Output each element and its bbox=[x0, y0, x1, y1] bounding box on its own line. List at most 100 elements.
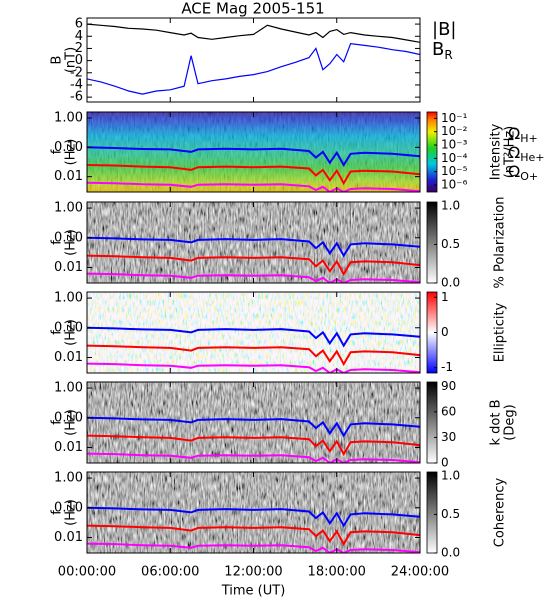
y-tick-label: 0.10 bbox=[54, 500, 83, 515]
series-line bbox=[87, 23, 420, 43]
series-line bbox=[87, 181, 420, 192]
colorbar-tick-label: -1 bbox=[441, 360, 453, 374]
y-tick-label: 6 bbox=[75, 17, 83, 32]
series-line bbox=[87, 254, 420, 277]
y-tick-label: 1.00 bbox=[54, 471, 83, 486]
x-tick-label: 24:00:00 bbox=[391, 565, 449, 580]
colorbar-tick-label: 10⁻³ bbox=[441, 138, 468, 152]
legend-label: ΩHe+ bbox=[508, 143, 545, 165]
colorbar-tick-label: 90 bbox=[441, 379, 456, 393]
y-axis-label: f bbox=[50, 420, 65, 425]
colorbar-tick-label: 1.0 bbox=[441, 198, 460, 212]
y-tick-label: 0.01 bbox=[54, 169, 83, 184]
legend-subscript: O+ bbox=[520, 170, 538, 183]
y-tick-label: 1.00 bbox=[54, 291, 83, 306]
y-axis-label: (nT) bbox=[64, 47, 79, 73]
y-tick-label: -2 bbox=[70, 65, 83, 80]
series-line bbox=[87, 452, 420, 463]
colorbar bbox=[426, 471, 438, 554]
legend-label: ΩH+ bbox=[508, 124, 538, 146]
legend-label: ΩO+ bbox=[508, 162, 538, 184]
y-tick-label: 0.10 bbox=[54, 410, 83, 425]
colorbar-tick-label: 0 bbox=[441, 456, 449, 470]
y-tick-label: 0 bbox=[75, 53, 83, 68]
y-tick-label: 0.10 bbox=[54, 230, 83, 245]
series-line bbox=[87, 506, 420, 528]
x-tick-label: 06:00:00 bbox=[141, 565, 199, 580]
legend-name: Ω bbox=[508, 143, 520, 162]
y-axis-label: (Hz) bbox=[64, 229, 79, 256]
colorbar-tick-label: 10⁻⁵ bbox=[441, 164, 468, 178]
legend-label: BR bbox=[432, 39, 453, 62]
colorbar-tick-label: 0 bbox=[441, 325, 449, 339]
y-axis-label: (Hz) bbox=[64, 499, 79, 526]
y-axis-label: f bbox=[50, 149, 65, 154]
y-axis-label: (Hz) bbox=[64, 319, 79, 346]
colorbar-label: Intensity bbox=[489, 123, 504, 180]
colorbar-tick-label: 10⁻² bbox=[441, 124, 468, 138]
series-line bbox=[87, 146, 420, 167]
legend-name: Ω bbox=[508, 124, 520, 143]
y-tick-label: 4 bbox=[75, 29, 83, 44]
legend-subscript: He+ bbox=[520, 151, 544, 164]
colorbar-label: % Polarization bbox=[493, 196, 508, 288]
chart-title: ACE Mag 2005-151 bbox=[181, 0, 324, 18]
x-axis-label: Time (UT) bbox=[221, 584, 286, 599]
legend-name: B bbox=[432, 39, 444, 60]
colorbar-tick-label: 0.0 bbox=[441, 546, 460, 560]
colorbar bbox=[426, 381, 438, 464]
series-line bbox=[87, 272, 420, 283]
legend-name: Ω bbox=[508, 162, 520, 181]
y-tick-label: 0.01 bbox=[54, 260, 83, 275]
y-tick-label: 2 bbox=[75, 41, 83, 56]
y-axis-label: (Hz) bbox=[64, 409, 79, 436]
colorbar-tick-label: 60 bbox=[441, 404, 456, 418]
x-tick-label: 00:00:00 bbox=[58, 565, 116, 580]
y-tick-label: 1.00 bbox=[54, 110, 83, 125]
colorbar-tick-label: 1.0 bbox=[441, 468, 460, 482]
series-line bbox=[87, 42, 420, 95]
legend-subscript: H+ bbox=[520, 132, 538, 145]
y-axis-label: f bbox=[50, 510, 65, 515]
x-tick-label: 18:00:00 bbox=[308, 565, 366, 580]
y-tick-label: 0.10 bbox=[54, 140, 83, 155]
colorbar-label: Ellipticity bbox=[493, 302, 508, 362]
colorbar-tick-label: 30 bbox=[441, 430, 456, 444]
y-tick-label: 0.01 bbox=[54, 530, 83, 545]
y-tick-label: 0.01 bbox=[54, 350, 83, 365]
colorbar-tick-label: 10⁻⁴ bbox=[441, 151, 468, 165]
y-tick-label: 1.00 bbox=[54, 201, 83, 216]
spectrogram-texture bbox=[87, 472, 420, 553]
y-axis-label: B bbox=[50, 56, 65, 65]
series-line bbox=[87, 434, 420, 457]
colorbar-tick-label: 1 bbox=[441, 290, 449, 304]
series-line bbox=[87, 524, 420, 547]
colorbar-tick-label: 0.0 bbox=[441, 276, 460, 290]
colorbar bbox=[426, 111, 438, 193]
plot-frame bbox=[86, 17, 421, 103]
legend-label: |B| bbox=[432, 19, 456, 40]
spectrogram-texture bbox=[87, 292, 420, 373]
y-tick-label: -6 bbox=[70, 90, 83, 105]
series-line bbox=[87, 236, 420, 258]
colorbar-label: Coherency bbox=[493, 477, 508, 547]
series-line bbox=[87, 416, 420, 438]
legend-subscript: R bbox=[444, 48, 452, 62]
y-tick-label: -4 bbox=[70, 77, 83, 92]
y-tick-label: 0.10 bbox=[54, 320, 83, 335]
colorbar-tick-label: 0.5 bbox=[441, 237, 460, 251]
series-line bbox=[87, 326, 420, 348]
series-line bbox=[87, 542, 420, 553]
colorbar-tick-label: 0.5 bbox=[441, 507, 460, 521]
y-axis-label: f bbox=[50, 330, 65, 335]
y-axis-label: f bbox=[50, 240, 65, 245]
y-tick-label: 0.01 bbox=[54, 440, 83, 455]
x-tick-label: 12:00:00 bbox=[224, 565, 282, 580]
series-line bbox=[87, 344, 420, 367]
series-line bbox=[87, 164, 420, 186]
series-line bbox=[87, 362, 420, 373]
colorbar-label: (nT²/Hz) bbox=[503, 126, 518, 179]
colorbar-tick-label: 10⁻¹ bbox=[441, 111, 468, 125]
colorbar-label: (Deg) bbox=[503, 404, 518, 440]
spectrogram-texture bbox=[87, 382, 420, 463]
